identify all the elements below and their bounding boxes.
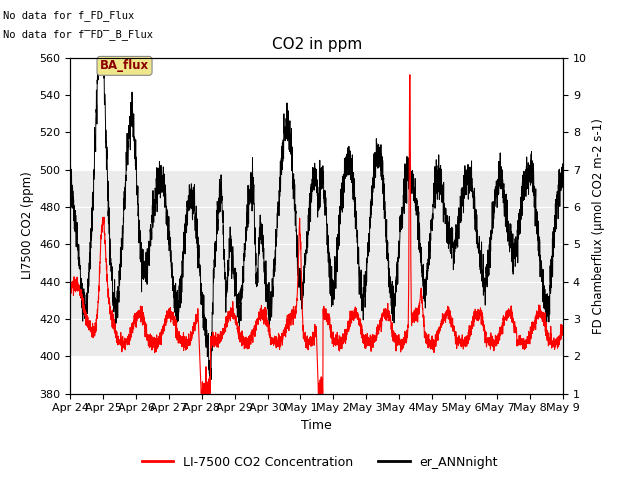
- Text: No data for f_FD_Flux: No data for f_FD_Flux: [3, 10, 134, 21]
- Title: CO2 in ppm: CO2 in ppm: [271, 37, 362, 52]
- Text: BA_flux: BA_flux: [100, 60, 149, 72]
- X-axis label: Time: Time: [301, 419, 332, 432]
- Y-axis label: FD Chamberflux (μmol CO2 m-2 s-1): FD Chamberflux (μmol CO2 m-2 s-1): [593, 118, 605, 334]
- Legend: LI-7500 CO2 Concentration, er_ANNnight: LI-7500 CO2 Concentration, er_ANNnight: [137, 451, 503, 474]
- Bar: [70, 169, 563, 356]
- Y-axis label: LI7500 CO2 (ppm): LI7500 CO2 (ppm): [21, 172, 34, 279]
- Text: No data for f̅FD̅_B_Flux: No data for f̅FD̅_B_Flux: [3, 29, 153, 40]
